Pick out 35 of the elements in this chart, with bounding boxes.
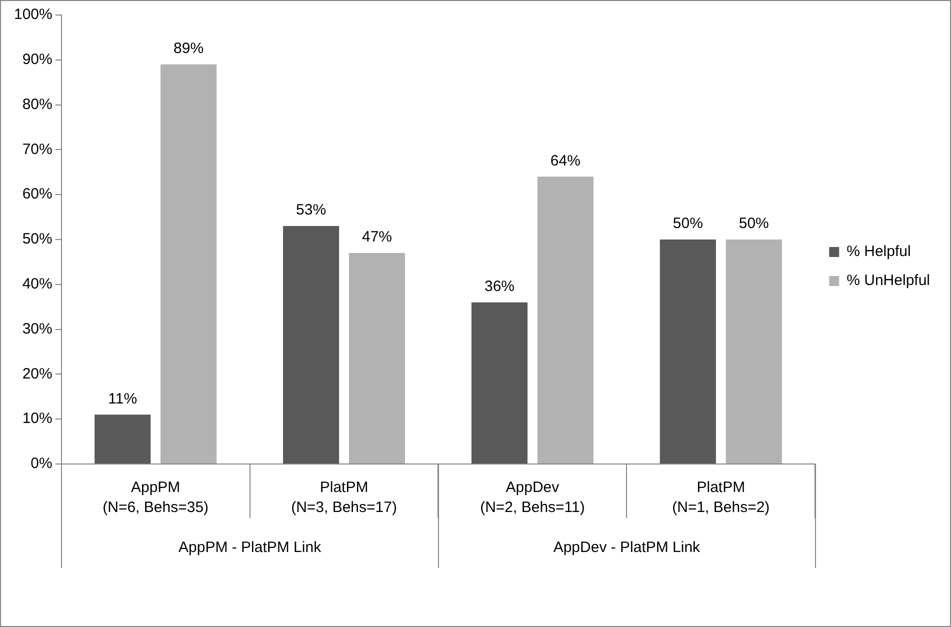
legend-label: % Helpful: [846, 243, 911, 260]
legend-label: % UnHelpful: [846, 272, 930, 290]
data-label: 64%: [550, 152, 580, 170]
data-label: 36%: [484, 278, 515, 295]
x-tick-label: AppDev (N=2, Behs=11): [480, 479, 585, 516]
bar: [283, 226, 340, 464]
x-tick-label: PlatPM (N=3, Behs=17): [291, 479, 397, 516]
text: AppDev - PlatPM Link: [553, 539, 701, 556]
y-tick-label: 90%: [22, 51, 52, 68]
y-tick-label: 80%: [22, 96, 52, 113]
data-label: 50%: [738, 215, 769, 232]
y-tick-label: 0%: [30, 455, 52, 472]
y-tick-label: 50%: [22, 230, 52, 248]
y-tick-label: 20%: [22, 365, 52, 382]
x-tick-label: PlatPM (N=1, Behs=2): [672, 479, 770, 516]
y-tick-label: 100%: [14, 6, 52, 24]
data-label: 47%: [362, 228, 392, 246]
bar: [537, 176, 594, 464]
data-label: 11%: [108, 390, 138, 408]
bar: [726, 240, 782, 464]
data-label: 89%: [174, 40, 204, 58]
y-tick-label: 70%: [22, 140, 52, 158]
data-label: 50%: [672, 215, 703, 232]
bar: [471, 302, 528, 464]
y-tick-label: 40%: [22, 276, 52, 293]
y-tick-label: 30%: [22, 320, 52, 338]
bar: [348, 252, 406, 464]
x-tick-label: AppPM (N=6, Behs=35): [102, 479, 209, 516]
text: AppPM - PlatPM Link: [178, 539, 322, 556]
y-tick-label: 60%: [22, 186, 52, 203]
bar: [660, 240, 716, 464]
y-tick-label: 10%: [22, 410, 52, 428]
bar: [160, 64, 217, 464]
data-label: 53%: [296, 202, 326, 219]
bar: [94, 414, 151, 464]
